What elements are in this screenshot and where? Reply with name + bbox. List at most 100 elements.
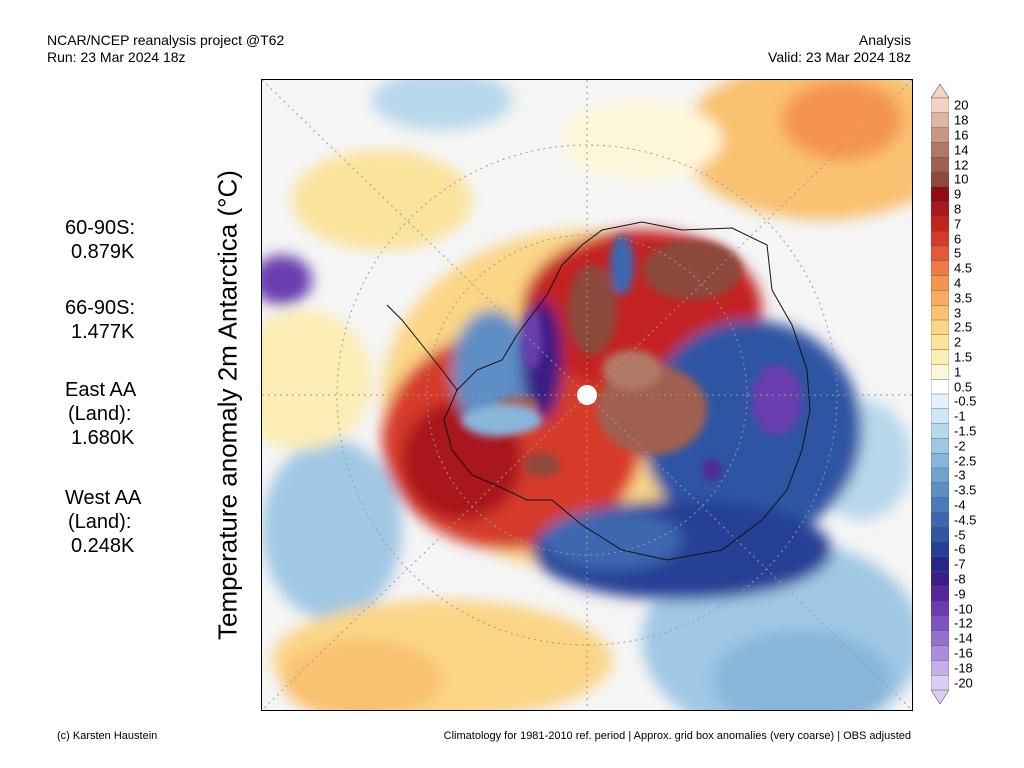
header-left: NCAR/NCEP reanalysis project @T62 Run: 2… (47, 32, 284, 66)
warm-blob (282, 640, 442, 710)
footer-credit: (c) Karsten Haustein (57, 730, 158, 742)
colorbar-swatch (931, 467, 949, 484)
colorbar-swatch (931, 171, 949, 188)
colorbar-swatch (931, 601, 949, 617)
colorbar-tick-label: 18 (954, 112, 969, 128)
stat-60-90s: 60-90S: 0.879K (65, 216, 135, 264)
colorbar-swatch (931, 645, 949, 661)
colorbar-tick-label: -9 (954, 586, 966, 602)
colorbar-swatch (931, 393, 949, 410)
warm-blob (562, 100, 722, 180)
warm-blob (782, 80, 902, 160)
cool-core (752, 365, 802, 435)
colorbar-swatch (931, 304, 949, 321)
model-title: NCAR/NCEP reanalysis project @T62 (47, 32, 285, 48)
colorbar-tick-label: -12 (954, 615, 973, 631)
cool-core (522, 310, 542, 370)
colorbar-tick-label: 3.5 (954, 290, 973, 306)
warm-blob (292, 150, 472, 250)
warm-blob (262, 310, 372, 450)
warm-core (524, 453, 560, 477)
colorbar (931, 84, 949, 704)
colorbar-swatch (931, 556, 949, 573)
colorbar-tick-label: -8 (954, 571, 966, 587)
colorbar-swatch (931, 127, 949, 143)
cool-blob (372, 80, 512, 130)
warm-core (567, 265, 617, 355)
colorbar-tick-label: 4 (954, 275, 962, 291)
colorbar-tick-label: 5 (954, 245, 962, 261)
colorbar-tick-label: 2 (954, 334, 962, 350)
cool-blob (262, 255, 312, 305)
colorbar-tick-label: -20 (954, 675, 973, 691)
colorbar-tick-label: 2.5 (954, 319, 973, 335)
stat-label: 60-90S: (65, 217, 136, 239)
stat-label-sub: (Land): (68, 403, 132, 425)
valid-time: Valid: 23 Mar 2024 18z (768, 49, 911, 65)
colorbar-swatch (931, 275, 949, 291)
colorbar-swatch (931, 319, 949, 336)
colorbar-tick-label: -0.5 (954, 393, 977, 409)
colorbar-swatch (931, 216, 949, 232)
stat-east-aa: East AA (Land): 1.680K (65, 378, 136, 450)
colorbar-tick-label: 0.5 (954, 379, 973, 395)
colorbar-tick-label: 9 (954, 186, 962, 202)
run-time: Run: 23 Mar 2024 18z (47, 49, 186, 65)
colorbar-swatch (931, 364, 949, 380)
colorbar-tick-label: -1.5 (954, 423, 977, 439)
colorbar-swatch (931, 541, 949, 558)
anomaly-map (261, 79, 913, 711)
colorbar-tick-label: 6 (954, 231, 962, 247)
colorbar-tick-label: 3 (954, 305, 962, 321)
warm-core (642, 240, 742, 300)
stat-value: 0.248K (71, 535, 135, 557)
colorbar-tick-label: 10 (954, 171, 969, 187)
stat-label-sub: (Land): (68, 511, 132, 533)
stat-value: 1.477K (71, 321, 135, 343)
colorbar-tick-label: -18 (954, 660, 973, 676)
colorbar-tick-label: 1 (954, 364, 962, 380)
south-pole-mask (577, 385, 597, 405)
warm-core (602, 350, 662, 390)
stat-label: 66-90S: (65, 297, 136, 319)
colorbar-swatch (931, 453, 949, 469)
colorbar-tick-label: 8 (954, 201, 962, 217)
colorbar-tick-label: -3 (954, 467, 966, 483)
colorbar-swatch (931, 290, 949, 306)
colorbar-swatch (931, 186, 949, 203)
colorbar-tick-label: -3.5 (954, 482, 977, 498)
colorbar-tick-label: -4.5 (954, 512, 977, 528)
colorbar-swatch (931, 260, 949, 277)
colorbar-swatch (931, 379, 949, 395)
antarctic-peninsula (386, 304, 458, 391)
colorbar-tick-label: 4.5 (954, 260, 973, 276)
colorbar-swatch (931, 334, 949, 351)
colorbar-tick-label: 1.5 (954, 349, 973, 365)
colorbar-swatch (931, 630, 949, 647)
cool-blob (262, 440, 402, 620)
colorbar-tick-label: -5 (954, 527, 966, 543)
cool-blob (712, 630, 892, 710)
stat-label: East AA (65, 379, 137, 401)
colorbar-swatch (931, 230, 949, 247)
colorbar-min-arrow (931, 689, 949, 704)
cool-core (462, 405, 542, 435)
header-right: Analysis Valid: 23 Mar 2024 18z (768, 32, 911, 66)
colorbar-swatch (931, 438, 949, 454)
colorbar-swatch (931, 408, 949, 425)
colorbar-swatch (931, 201, 949, 217)
colorbar-swatch (931, 97, 949, 114)
cool-blob (542, 510, 682, 570)
stat-value: 0.879K (71, 241, 135, 263)
stat-value: 1.680K (71, 427, 135, 449)
colorbar-tick-label: 14 (954, 142, 969, 158)
stat-west-aa: West AA (Land): 0.248K (65, 486, 141, 558)
colorbar-tick-label: -2 (954, 438, 966, 454)
cool-core (702, 460, 722, 480)
colorbar-swatch (931, 527, 949, 543)
stat-66-90s: 66-90S: 1.477K (65, 296, 135, 344)
colorbar-swatch (931, 586, 949, 602)
colorbar-tick-label: 7 (954, 216, 962, 232)
colorbar-swatch (931, 497, 949, 513)
colorbar-tick-label: -10 (954, 601, 973, 617)
